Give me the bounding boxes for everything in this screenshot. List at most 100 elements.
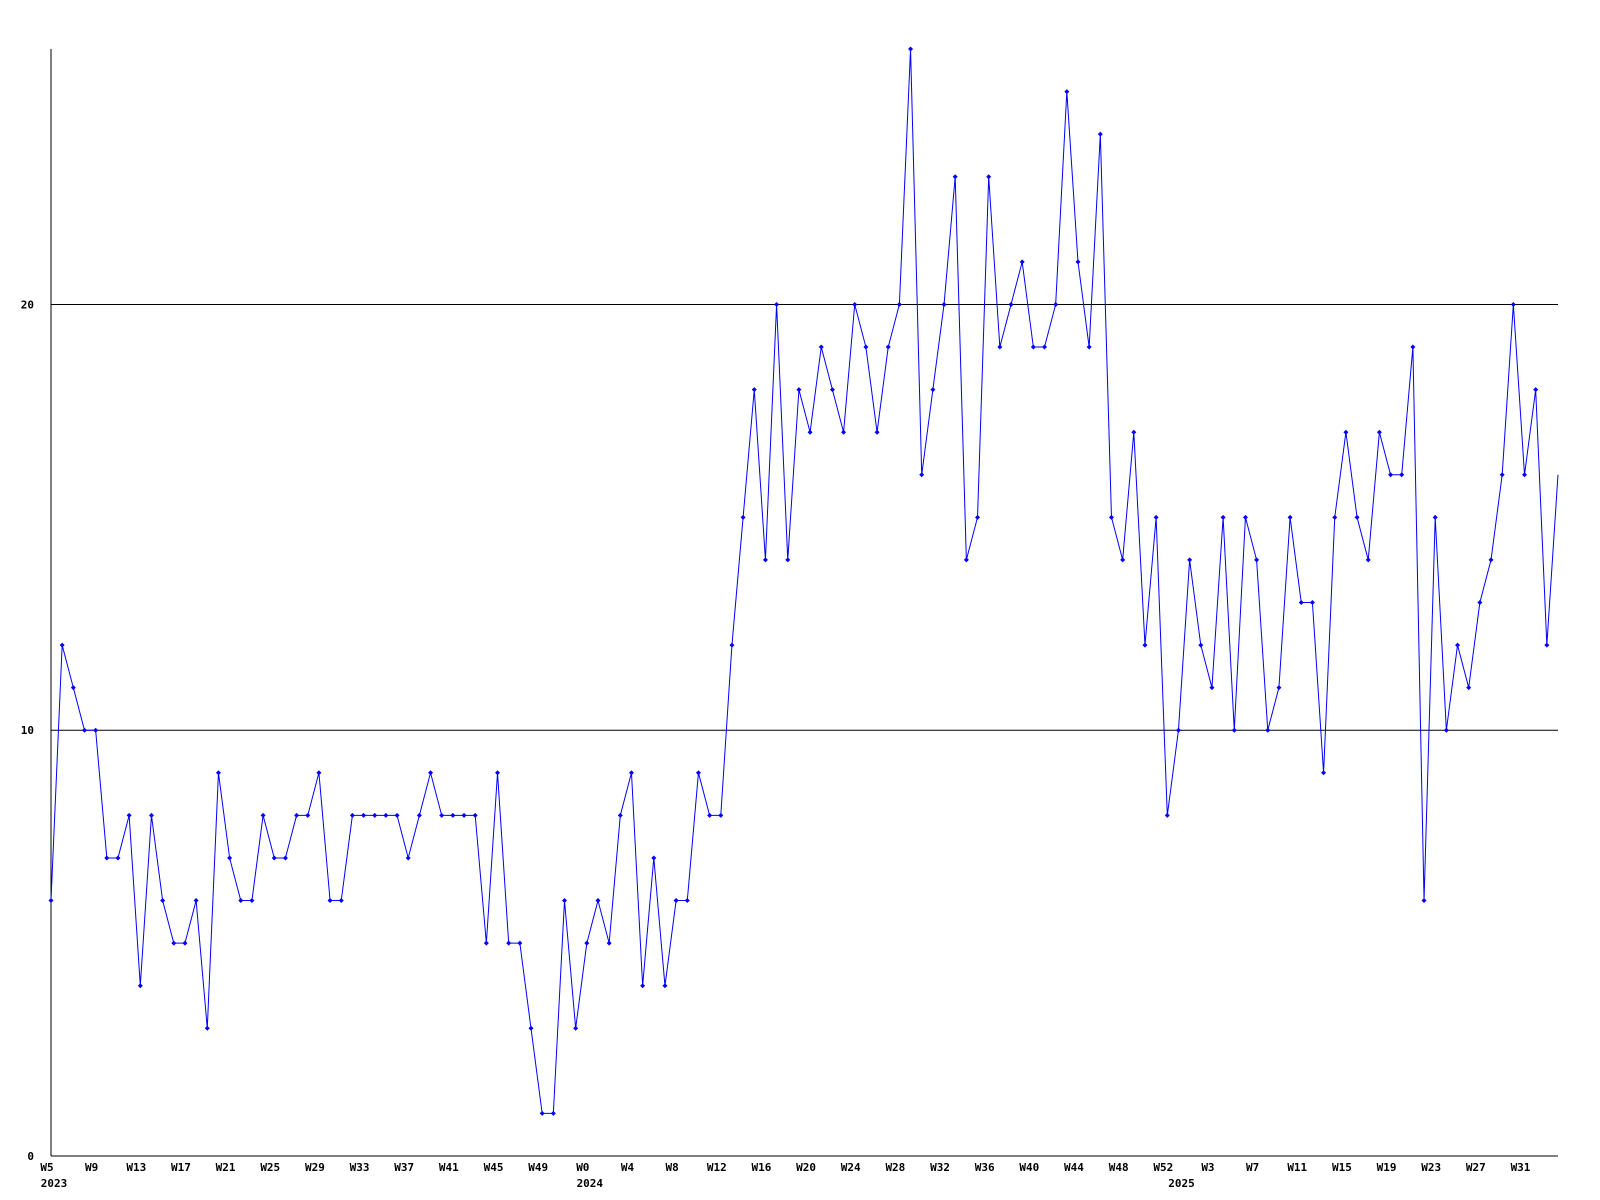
point: [148, 812, 154, 818]
x-tick-label: W19: [1377, 1161, 1397, 1174]
point: [774, 301, 780, 307]
point: [550, 1110, 556, 1116]
point: [975, 514, 981, 520]
point: [874, 429, 880, 435]
point: [1198, 642, 1204, 648]
point: [617, 812, 623, 818]
point: [1477, 600, 1483, 605]
point: [1120, 557, 1126, 563]
point: [1544, 642, 1550, 648]
point: [260, 812, 266, 818]
point: [595, 898, 601, 904]
point: [1242, 514, 1248, 520]
point: [506, 940, 512, 946]
x-tick-label: W52: [1153, 1161, 1173, 1174]
point: [137, 983, 143, 989]
x-tick-label: W28: [885, 1161, 905, 1174]
point: [238, 898, 244, 904]
point: [1421, 898, 1427, 904]
point: [684, 898, 690, 904]
point: [1499, 472, 1505, 478]
point: [963, 557, 969, 563]
point: [1042, 344, 1048, 350]
point: [204, 1025, 210, 1031]
point: [182, 940, 188, 946]
point: [1510, 301, 1516, 307]
point: [573, 1025, 579, 1031]
point: [1164, 812, 1170, 818]
x-group-label: 2023: [41, 1177, 68, 1190]
point: [1231, 727, 1237, 733]
point: [1321, 770, 1327, 776]
point: [1365, 557, 1371, 563]
point: [81, 727, 87, 733]
x-tick-label: W4: [621, 1161, 635, 1174]
point: [930, 387, 936, 393]
point: [48, 898, 54, 904]
point: [729, 642, 735, 648]
x-tick-label: W21: [216, 1161, 236, 1174]
y-tick-label: 20: [21, 298, 34, 311]
point: [1142, 642, 1148, 648]
point: [227, 855, 233, 861]
point: [1533, 387, 1539, 393]
x-tick-label: W16: [751, 1161, 771, 1174]
point: [539, 1110, 545, 1116]
x-tick-label: W27: [1466, 1161, 1486, 1174]
point: [1097, 131, 1103, 137]
point: [160, 898, 166, 904]
point: [528, 1025, 534, 1031]
x-tick-label: W31: [1511, 1161, 1531, 1174]
point: [952, 174, 958, 180]
point: [1175, 727, 1181, 733]
point: [193, 898, 199, 904]
point: [1298, 600, 1304, 605]
y-tick-label: 10: [21, 724, 34, 737]
point: [1131, 429, 1137, 435]
point: [1053, 301, 1059, 307]
point: [394, 812, 400, 818]
point: [561, 898, 567, 904]
point: [863, 344, 869, 350]
point: [1443, 727, 1449, 733]
point: [908, 46, 914, 52]
x-tick-label: W40: [1019, 1161, 1039, 1174]
point: [896, 301, 902, 307]
x-tick-label: W36: [975, 1161, 995, 1174]
point: [662, 983, 668, 989]
point: [718, 812, 724, 818]
point: [461, 812, 467, 818]
point: [885, 344, 891, 350]
point: [807, 429, 813, 435]
point: [1108, 514, 1114, 520]
x-tick-label: W48: [1109, 1161, 1129, 1174]
x-tick-label: W12: [707, 1161, 727, 1174]
point: [1432, 514, 1438, 520]
point: [695, 770, 701, 776]
point: [439, 812, 445, 818]
point: [361, 812, 367, 818]
point: [1455, 642, 1461, 648]
x-tick-label: W13: [126, 1161, 146, 1174]
point: [104, 855, 110, 861]
point: [785, 557, 791, 563]
point: [1265, 727, 1271, 733]
point: [628, 770, 634, 776]
x-tick-label: W24: [841, 1161, 861, 1174]
point: [1309, 600, 1315, 605]
point: [1410, 344, 1416, 350]
point: [316, 770, 322, 776]
point: [249, 898, 255, 904]
point: [1209, 685, 1215, 691]
point: [640, 983, 646, 989]
x-tick-label: W32: [930, 1161, 950, 1174]
point: [673, 898, 679, 904]
point: [584, 940, 590, 946]
point: [405, 855, 411, 861]
x-tick-label: W15: [1332, 1161, 1352, 1174]
point: [1019, 259, 1025, 265]
y-tick-label: 0: [27, 1150, 34, 1163]
point: [372, 812, 378, 818]
point: [1354, 514, 1360, 520]
